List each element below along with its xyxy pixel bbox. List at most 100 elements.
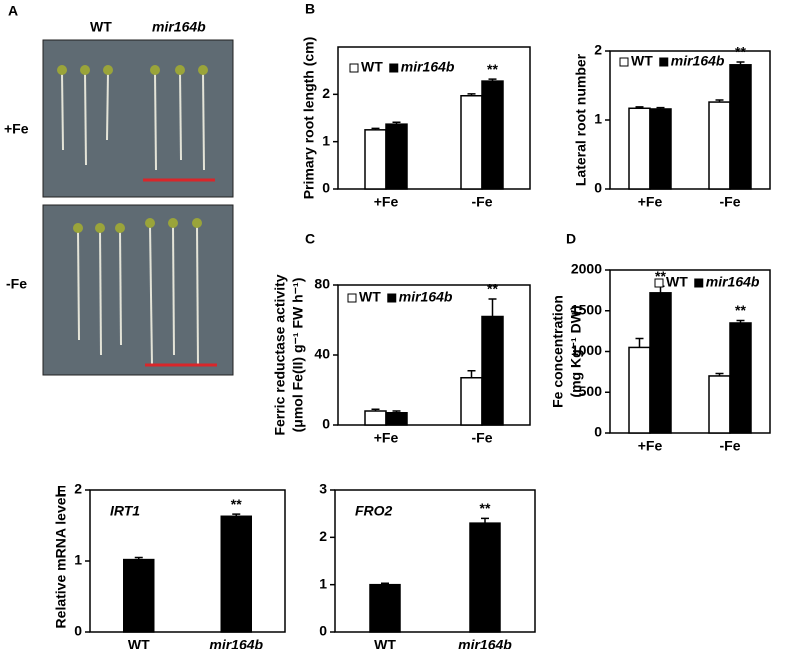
y-tick-label: 500 (579, 383, 603, 399)
x-tick-label: +Fe (638, 438, 663, 454)
error-bar (481, 517, 489, 524)
significance: ** (655, 268, 666, 284)
y-tick-label: 1500 (571, 301, 602, 317)
legend-label: mir164b (671, 53, 725, 69)
legend-label: WT (631, 53, 653, 69)
column-label: WT (90, 19, 112, 35)
y-axis-label: Fe concentration (550, 295, 566, 408)
x-tick-label: +Fe (638, 194, 663, 210)
y-tick-label: 1000 (571, 342, 602, 358)
legend-swatch (387, 293, 397, 303)
y-tick-label: 1 (594, 111, 602, 127)
y-axis-label: Ferric reductase activity (272, 274, 288, 435)
bar (481, 80, 504, 190)
legend-swatch (654, 278, 664, 288)
y-tick-label: 2000 (571, 261, 602, 277)
legend-swatch (347, 293, 357, 303)
y-tick-label: 0 (594, 424, 602, 440)
bar (364, 129, 387, 190)
bar (628, 107, 651, 190)
significance: ** (480, 500, 491, 516)
error-bar (736, 61, 745, 65)
error-bar (488, 78, 497, 82)
plot-frame (337, 46, 531, 190)
seedlings (61, 71, 205, 366)
bar (123, 558, 155, 633)
bar (649, 292, 672, 434)
bar (364, 410, 387, 426)
y-axis-label: (μmol Fe(II) g⁻¹ FW h⁻¹) (290, 278, 306, 433)
photo-bottom (42, 204, 234, 376)
y-axis-label: (mg Kg⁻¹ DW) (568, 305, 584, 397)
y-axis-label: Primary root length (cm) (301, 37, 317, 200)
legend-swatch (349, 63, 359, 73)
panel-label: C (305, 231, 315, 247)
legend-swatch (659, 57, 669, 67)
legend-label: WT (666, 274, 688, 290)
panel-label: E (57, 483, 66, 499)
bar (708, 375, 731, 434)
x-tick-label: +Fe (374, 430, 399, 446)
error-bar (381, 582, 389, 585)
legend-swatch (619, 57, 629, 67)
bar (729, 322, 752, 434)
panel-label: D (566, 231, 576, 247)
y-tick-label: 80 (314, 276, 330, 292)
error-bar (371, 408, 380, 411)
bar (481, 315, 504, 426)
cotyledons (57, 65, 208, 233)
significance: ** (487, 61, 498, 77)
x-tick-label: mir164b (458, 637, 512, 649)
chart-title: IRT1 (110, 503, 140, 519)
y-tick-label: 0 (322, 180, 330, 196)
photo-panel: WT mir164b +Fe -Fe (4, 19, 234, 376)
y-tick-label: 0 (74, 623, 82, 639)
error-bar (392, 121, 401, 125)
y-axis-label: Lateral root number (573, 53, 589, 186)
legend-swatch (694, 278, 704, 288)
y-tick-label: 2 (322, 85, 330, 101)
legend-label: mir164b (399, 289, 453, 305)
legend-label: mir164b (401, 59, 455, 75)
bar (729, 64, 752, 190)
error-bar (715, 99, 724, 103)
significance: ** (735, 302, 746, 318)
bar (385, 123, 408, 190)
y-tick-label: 2 (594, 42, 602, 58)
chart-title: FRO2 (355, 503, 393, 519)
bar (369, 583, 401, 633)
error-bar (635, 337, 644, 348)
error-bar (488, 298, 497, 317)
y-tick-label: 2 (319, 528, 327, 544)
bar (649, 108, 672, 190)
x-tick-label: mir164b (209, 637, 263, 649)
y-axis-label: Relative mRNA level (53, 494, 69, 629)
y-tick-label: 0 (594, 180, 602, 196)
y-tick-label: 2 (74, 481, 82, 497)
error-bar (635, 106, 644, 109)
bar (220, 515, 252, 633)
error-bar (467, 93, 476, 96)
error-bar (371, 127, 380, 130)
panel-label: A (8, 3, 18, 19)
y-tick-label: 1 (322, 132, 330, 148)
bar (385, 412, 408, 426)
bar (460, 377, 483, 426)
bar (460, 95, 483, 190)
x-tick-label: -Fe (720, 438, 741, 454)
y-tick-label: 0 (322, 416, 330, 432)
photo-top (42, 39, 234, 198)
legend-swatch (389, 63, 399, 73)
x-tick-label: +Fe (374, 194, 399, 210)
legend-label: mir164b (706, 274, 760, 290)
bar (469, 522, 501, 633)
significance: ** (487, 281, 498, 297)
error-bar (736, 319, 745, 323)
significance: ** (231, 496, 242, 512)
x-tick-label: WT (374, 637, 396, 649)
x-tick-label: -Fe (472, 194, 493, 210)
bar (708, 101, 731, 190)
legend-label: WT (359, 289, 381, 305)
error-bar (715, 372, 724, 376)
